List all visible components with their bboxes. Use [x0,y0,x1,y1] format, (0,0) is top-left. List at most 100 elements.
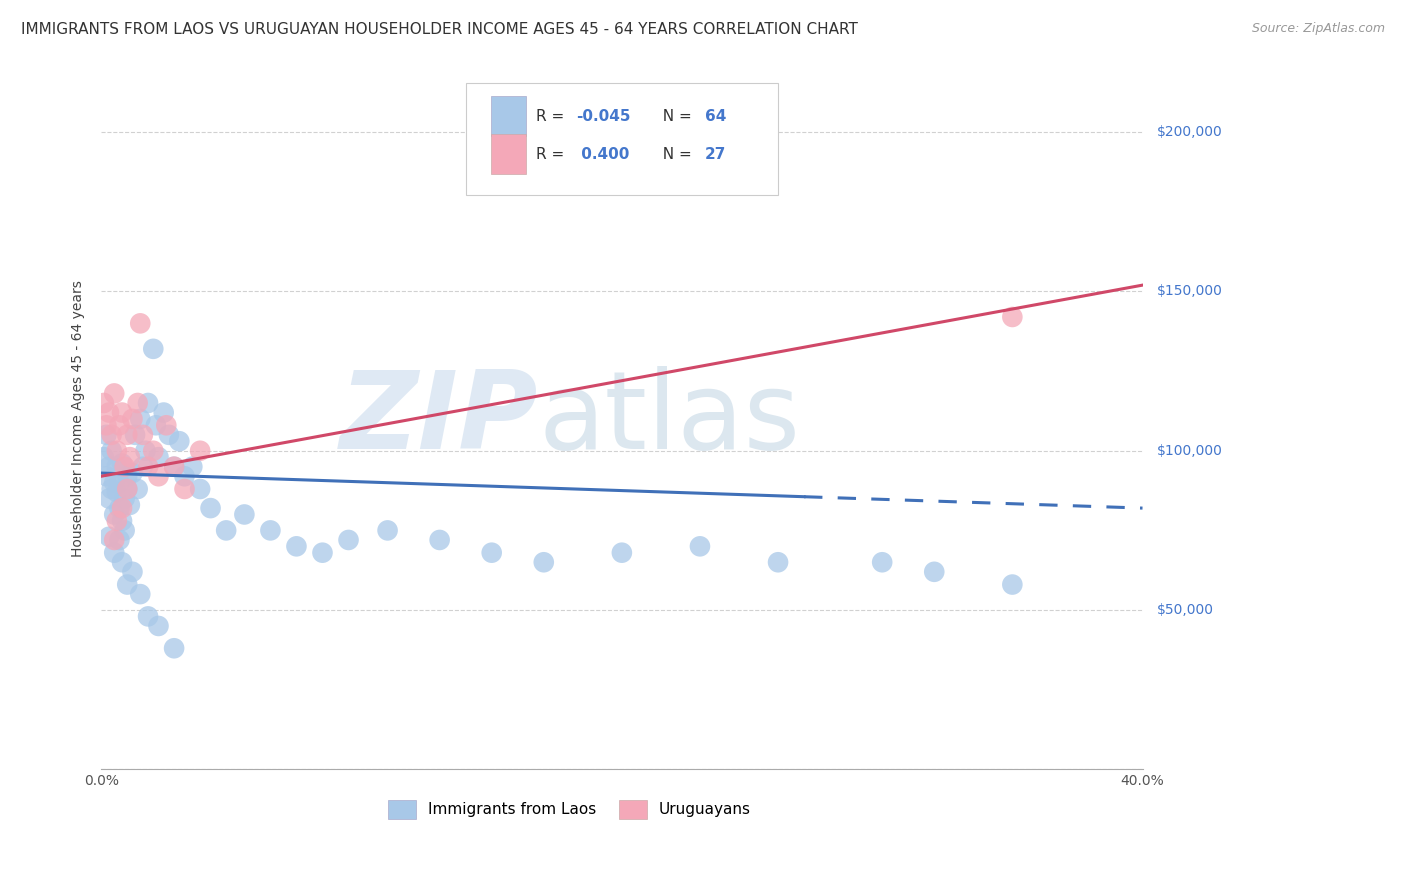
Point [121,565,143,579]
Point [148,469,170,483]
Point [169,434,191,449]
Point [118,498,141,512]
Point [117,469,139,483]
Point [533,555,555,569]
Point [124,427,146,442]
Point [98,459,121,474]
Point [259,524,281,538]
Point [105,485,128,500]
Point [103,508,125,522]
Point [108,533,131,547]
Point [111,555,134,569]
Y-axis label: Householder Income Ages 45 - 64 years: Householder Income Ages 45 - 64 years [72,280,86,558]
Point [610,546,633,560]
Point [163,459,186,474]
Point [285,539,308,553]
Point [429,533,451,547]
Point [132,459,155,474]
Point [108,501,131,516]
Point [129,412,152,426]
Point [121,466,143,480]
Point [111,501,134,516]
Point [111,457,134,471]
Point [215,524,238,538]
Point [121,412,143,426]
Text: R =: R = [537,109,569,124]
Point [188,482,211,496]
Text: IMMIGRANTS FROM LAOS VS URUGUAYAN HOUSEHOLDER INCOME AGES 45 - 64 YEARS CORRELAT: IMMIGRANTS FROM LAOS VS URUGUAYAN HOUSEH… [21,22,858,37]
Point [145,418,167,433]
Point [311,546,333,560]
Point [142,342,165,356]
Point [155,418,177,433]
Point [181,459,204,474]
Point [132,427,155,442]
Point [200,501,222,516]
Text: atlas: atlas [538,366,800,472]
Point [337,533,360,547]
Point [93,396,115,410]
Point [136,396,159,410]
Text: 27: 27 [706,146,727,161]
Point [103,533,125,547]
Point [98,405,121,419]
Point [129,317,152,331]
Point [136,459,159,474]
Point [188,443,211,458]
Text: 64: 64 [706,109,727,124]
Point [481,546,503,560]
Point [93,450,115,464]
Text: -0.045: -0.045 [576,109,630,124]
Point [766,555,789,569]
Point [163,641,186,656]
Point [111,514,134,528]
FancyBboxPatch shape [491,96,526,136]
Point [148,619,170,633]
Text: $200,000: $200,000 [1156,125,1222,139]
Point [108,475,131,490]
Point [1001,577,1024,591]
Point [163,459,186,474]
Point [103,386,125,401]
Point [117,482,139,496]
Point [134,443,156,458]
Text: N =: N = [654,109,697,124]
FancyBboxPatch shape [465,83,778,194]
Point [100,482,122,496]
Point [129,587,152,601]
Point [117,482,139,496]
Point [148,450,170,464]
Point [152,405,174,419]
Text: 0.400: 0.400 [576,146,630,161]
Point [233,508,256,522]
Point [870,555,893,569]
FancyBboxPatch shape [491,134,526,174]
Point [111,405,134,419]
Point [103,546,125,560]
Point [100,443,122,458]
Point [100,427,122,442]
Point [108,418,131,433]
Text: $150,000: $150,000 [1156,285,1222,299]
Text: Source: ZipAtlas.com: Source: ZipAtlas.com [1251,22,1385,36]
Point [173,469,195,483]
Point [118,450,141,464]
Point [377,524,399,538]
Point [173,482,195,496]
Point [117,427,139,442]
Point [105,514,128,528]
Point [142,443,165,458]
Point [114,491,136,506]
Point [98,491,121,506]
Point [114,524,136,538]
Point [1001,310,1024,324]
Point [103,475,125,490]
Point [157,427,180,442]
Point [127,482,149,496]
Point [96,469,118,483]
Point [96,418,118,433]
Point [117,577,139,591]
Text: $100,000: $100,000 [1156,443,1222,458]
Point [98,530,121,544]
Point [689,539,711,553]
